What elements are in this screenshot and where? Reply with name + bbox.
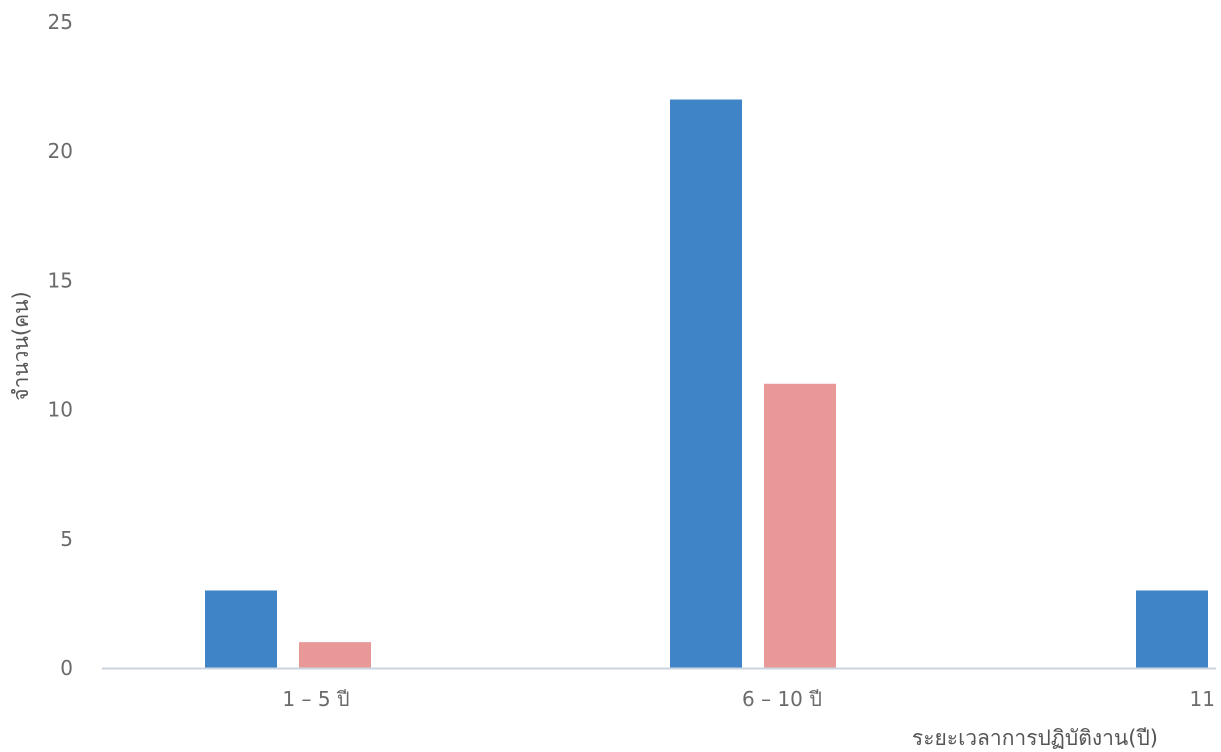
y-tick-label: 10	[48, 398, 73, 422]
bar	[205, 590, 277, 668]
y-axis-ticks: 0 5 10 15 20 25	[48, 10, 73, 680]
y-tick-label: 0	[60, 656, 73, 680]
bar	[670, 99, 742, 668]
x-tick-label: 11	[1190, 687, 1215, 711]
bar	[764, 383, 836, 668]
y-axis-label: จำนวน(คน)	[9, 291, 33, 400]
x-tick-label: 1 – 5 ปี	[282, 687, 349, 711]
x-tick-label: 6 – 10 ปี	[742, 687, 822, 711]
bar	[299, 642, 371, 668]
bar	[1136, 590, 1208, 668]
x-axis-ticks: 1 – 5 ปี 6 – 10 ปี 11	[282, 687, 1215, 711]
x-axis-label: ระยะเวลาการปฏิบัติงาน(ปี)	[912, 726, 1158, 750]
bars	[205, 99, 1208, 668]
y-tick-label: 5	[60, 527, 73, 551]
y-tick-label: 25	[48, 10, 73, 34]
y-tick-label: 15	[48, 268, 73, 292]
y-tick-label: 20	[48, 139, 73, 163]
